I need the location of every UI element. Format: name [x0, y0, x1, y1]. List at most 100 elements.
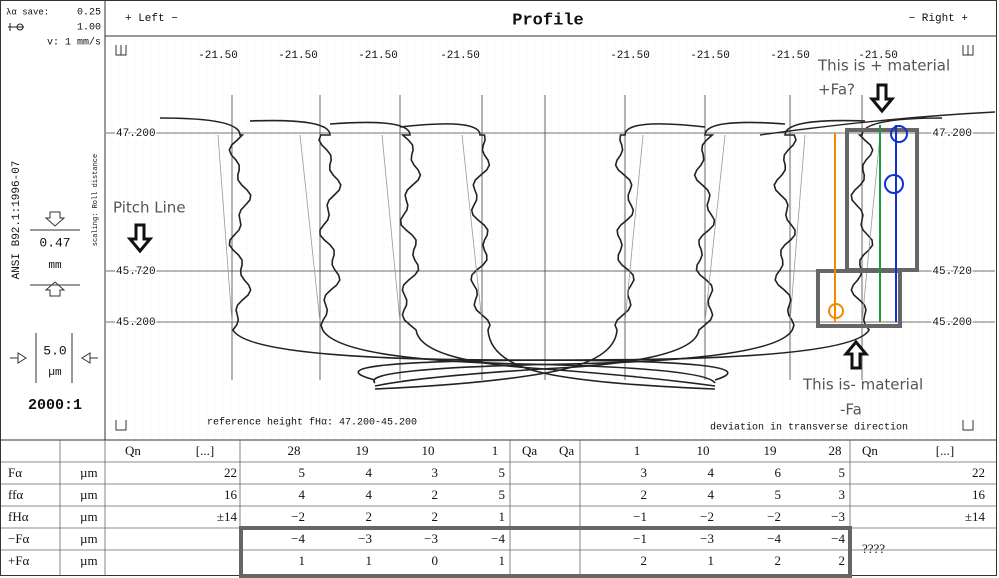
corner-icon: [115, 420, 127, 431]
scale-x-value: 0.47: [39, 235, 70, 250]
row-label: −Fα: [8, 531, 30, 546]
header-left: + Left −: [125, 13, 178, 25]
lambda-value: 0.25: [77, 8, 101, 19]
profile-trace: [357, 117, 943, 381]
plus-fa-note: +Fa?: [818, 81, 855, 99]
table-cell: −3: [424, 531, 438, 546]
table-cell: 1: [366, 553, 373, 568]
tooth-label: -21.50: [770, 50, 810, 62]
reference-slope: [789, 134, 806, 323]
table-cell: 2: [432, 487, 439, 502]
table: Qn [...] 28 19 10 1 Qa Qa 1 10 19 28 Qn [...]Fα µm 22 5 4…: [1, 440, 996, 578]
row-unit: µm: [80, 487, 98, 502]
reference-slope: [624, 134, 644, 323]
table-cell: 4: [708, 465, 715, 480]
row-unit: µm: [80, 553, 98, 568]
column-header: [...]: [196, 443, 214, 458]
arrow: [842, 339, 870, 370]
blue-circle: [890, 125, 908, 143]
header-title: Profile: [512, 11, 583, 30]
profile-trace: [249, 119, 716, 384]
table-cell: −3: [358, 531, 372, 546]
height-label: 45.720: [932, 266, 972, 278]
column-header: 10: [422, 443, 435, 458]
highlight-box: [239, 526, 852, 578]
profile-trace: [374, 121, 786, 387]
probe-icon: [8, 23, 24, 31]
table-cell: 16: [224, 487, 238, 502]
table-cell: 5: [499, 465, 506, 480]
table-cell: −3: [831, 509, 845, 524]
tooth-label: -21.50: [278, 50, 318, 62]
table-cell: 2: [641, 487, 648, 502]
table-cell: 6: [775, 465, 782, 480]
table-cell: −3: [700, 531, 714, 546]
reference-slope: [461, 134, 483, 323]
table-cell: −4: [291, 531, 305, 546]
table-cell: 1: [499, 553, 506, 568]
profile-trace: [374, 123, 706, 390]
table-cell: 4: [366, 465, 373, 480]
tooth-label: -21.50: [358, 50, 398, 62]
minus-material-note: This is- material: [802, 376, 923, 394]
row-label: Fα: [8, 465, 22, 480]
minus-box: [816, 269, 902, 328]
column-header: Qn: [125, 443, 141, 458]
column-header: 19: [764, 443, 777, 458]
column-header: 19: [356, 443, 369, 458]
column-header: 10: [697, 443, 710, 458]
column-header: 28: [288, 443, 301, 458]
table-cell: −2: [291, 509, 305, 524]
height-label: 45.200: [932, 317, 972, 329]
probe-value: 1.00: [77, 23, 101, 34]
tooth-label: -21.50: [858, 50, 898, 62]
table-cell: 2: [641, 553, 648, 568]
table-cell: 3: [839, 487, 846, 502]
table-cell: 1: [708, 553, 715, 568]
table-cell: −4: [831, 531, 845, 546]
column-header: 1: [634, 443, 641, 458]
row-label: +Fα: [8, 553, 30, 568]
table-cell: 3: [641, 465, 648, 480]
reference-slope: [217, 134, 233, 323]
row-unit: µm: [80, 531, 98, 546]
table-cell: −2: [700, 509, 714, 524]
column-header: Qa: [559, 443, 574, 458]
tooth-label: -21.50: [440, 50, 480, 62]
lambda-label: λα save:: [6, 7, 49, 17]
table-cell: 1: [499, 509, 506, 524]
table-cell: ????: [862, 541, 885, 556]
row-label: fHα: [8, 509, 29, 524]
table-cell: −4: [767, 531, 781, 546]
header-right: − Right +: [909, 13, 968, 25]
column-header: 28: [829, 443, 842, 458]
table-cell: ±14: [965, 509, 986, 524]
table-cell: 5: [839, 465, 846, 480]
corner-icon: [962, 45, 974, 56]
table-cell: 4: [299, 487, 306, 502]
reference-height: reference height fHα: 47.200-45.200: [207, 417, 417, 429]
scale-y-unit: µm: [48, 367, 62, 379]
table-cell: 2: [432, 509, 439, 524]
table-cell: 0: [432, 553, 439, 568]
reference-slope: [299, 134, 321, 323]
tooth-label: -21.50: [610, 50, 650, 62]
transverse-note: deviation in transverse direction: [710, 422, 908, 434]
column-header: [...]: [936, 443, 954, 458]
table-cell: 2: [775, 553, 782, 568]
scale-y-value: 5.0: [43, 343, 66, 358]
column-header: Qa: [522, 443, 537, 458]
arrow: [126, 223, 154, 254]
corner-icon: [962, 420, 974, 431]
table-cell: 2: [839, 553, 846, 568]
height-label: 45.200: [116, 317, 156, 329]
column-header: Qn: [862, 443, 878, 458]
table-cell: 1: [299, 553, 306, 568]
table-cell: 2: [366, 509, 373, 524]
minus-fa-note: -Fa: [840, 401, 862, 419]
height-label: 47.200: [932, 128, 972, 140]
scale-y-arrows: [10, 333, 98, 383]
table-cell: −4: [491, 531, 505, 546]
table-cell: 5: [299, 465, 306, 480]
table-cell: 22: [224, 465, 237, 480]
